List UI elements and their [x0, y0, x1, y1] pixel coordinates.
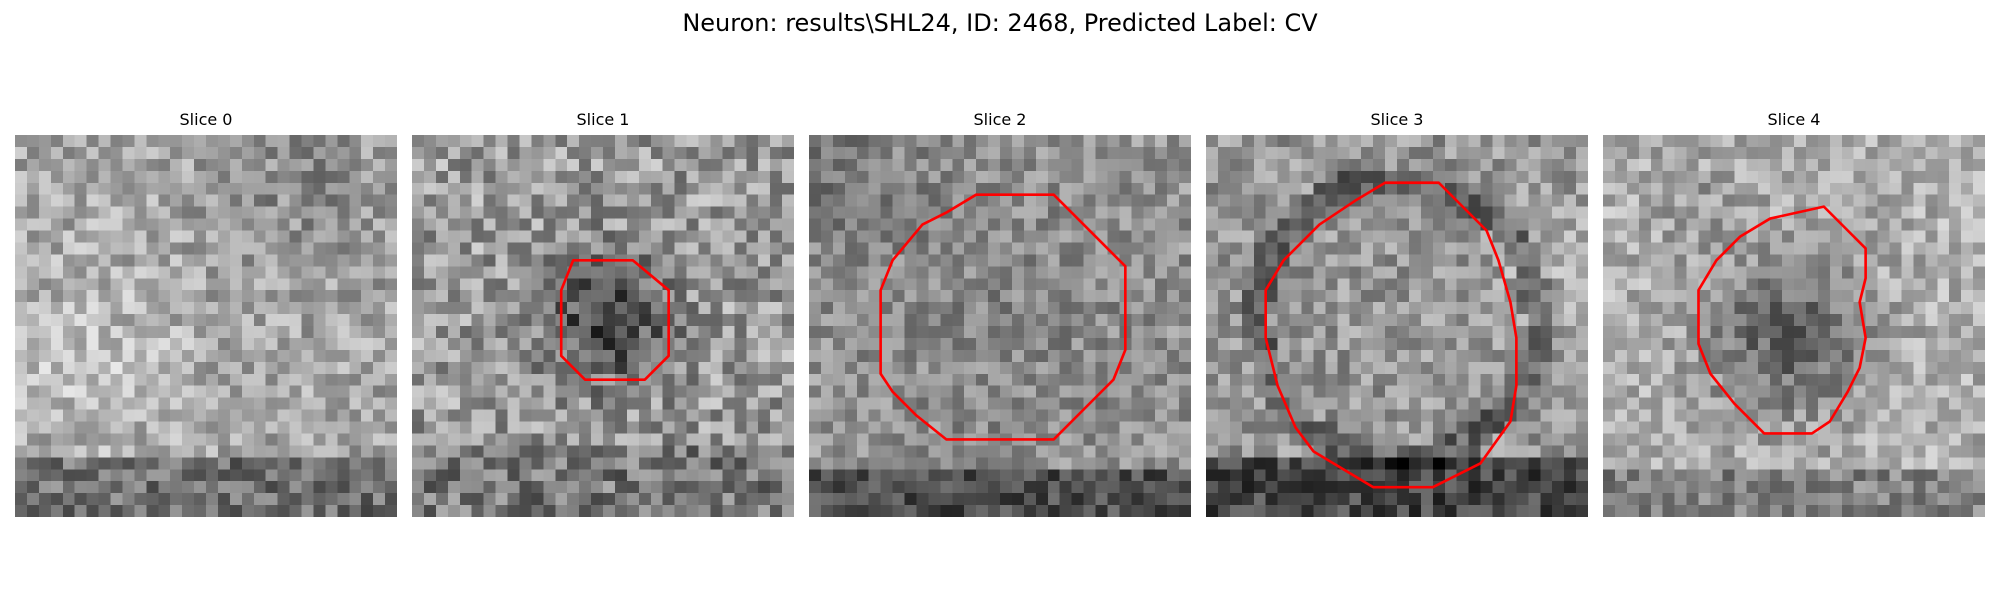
- figure-title: Neuron: results\SHL24, ID: 2468, Predict…: [0, 8, 2000, 38]
- slice-panel-3: Slice 3: [1206, 110, 1588, 517]
- slice-title-0: Slice 0: [15, 110, 397, 130]
- slice-image-1: [412, 135, 794, 517]
- slice-image-pixels-3: [1206, 135, 1588, 517]
- slice-title-3: Slice 3: [1206, 110, 1588, 130]
- slice-panel-1: Slice 1: [412, 110, 794, 517]
- slice-image-2: [809, 135, 1191, 517]
- slice-panel-2: Slice 2: [809, 110, 1191, 517]
- slice-image-pixels-1: [412, 135, 794, 517]
- slice-image-3: [1206, 135, 1588, 517]
- slice-title-1: Slice 1: [412, 110, 794, 130]
- slice-title-4: Slice 4: [1603, 110, 1985, 130]
- slice-panel-0: Slice 0: [15, 110, 397, 517]
- slice-image-pixels-4: [1603, 135, 1985, 517]
- slice-panel-4: Slice 4: [1603, 110, 1985, 517]
- slice-image-pixels-0: [15, 135, 397, 517]
- slice-image-0: [15, 135, 397, 517]
- slice-image-pixels-2: [809, 135, 1191, 517]
- slice-title-2: Slice 2: [809, 110, 1191, 130]
- slice-image-4: [1603, 135, 1985, 517]
